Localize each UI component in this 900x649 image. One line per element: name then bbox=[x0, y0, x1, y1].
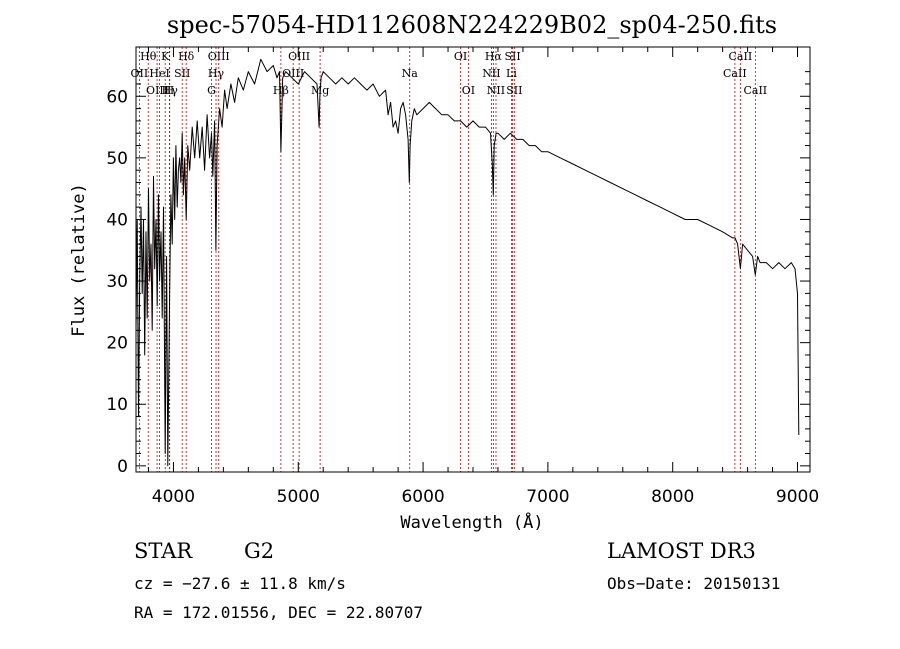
x-axis: 4000 5000 6000 7000 8000 9000 bbox=[147, 47, 819, 507]
spectral-line-label: Hγ bbox=[208, 67, 225, 80]
spectral-line-label: Hδ bbox=[178, 50, 195, 63]
x-tick-label: 8000 bbox=[651, 487, 694, 507]
spectral-line-label: OIII bbox=[146, 84, 168, 97]
spectral-line-label: NII bbox=[487, 84, 505, 97]
y-axis: 0 10 20 30 40 50 60 bbox=[106, 71, 810, 477]
spectral-line-label: OI bbox=[462, 84, 475, 97]
y-tick-label: 20 bbox=[106, 334, 128, 354]
x-tick-label: 7000 bbox=[526, 487, 569, 507]
x-tick-label: 4000 bbox=[152, 487, 195, 507]
spectral-line-label: NII bbox=[482, 67, 500, 80]
spectral-line-markers bbox=[138, 47, 756, 472]
chart-title: spec-57054-HD112608N224229B02_sp04-250.f… bbox=[167, 11, 777, 39]
spectral-line-label: G bbox=[207, 84, 216, 97]
x-tick-label: 9000 bbox=[776, 487, 819, 507]
spectral-line-label: OII bbox=[131, 67, 149, 80]
object-subclass: G2 bbox=[244, 539, 274, 563]
spectral-line-label: Hγ bbox=[162, 84, 179, 97]
spectral-line-label: Hα bbox=[485, 50, 503, 63]
spectral-line-label: SII bbox=[506, 84, 522, 97]
x-axis-label: Wavelength (Å) bbox=[400, 511, 543, 533]
spectral-line-label: H bbox=[165, 84, 175, 97]
y-axis-label: Flux (relative) bbox=[69, 183, 89, 337]
spectral-line-label: Hβ bbox=[273, 84, 289, 97]
x-tick-label: 5000 bbox=[277, 487, 320, 507]
y-tick-label: 60 bbox=[106, 87, 128, 107]
coordinates: RA = 172.01556, DEC = 22.80707 bbox=[134, 603, 423, 622]
y-tick-label: 10 bbox=[106, 395, 128, 415]
spectral-line-label: K bbox=[161, 50, 170, 63]
spectrum-line bbox=[135, 58, 800, 467]
spectral-line-label: Li bbox=[506, 67, 517, 80]
redshift-readout: cz = −27.6 ± 11.8 km/s bbox=[134, 574, 346, 593]
obs-date: Obs−Date: 20150131 bbox=[607, 574, 780, 593]
x-tick-label: 6000 bbox=[401, 487, 444, 507]
spectral-line-label: OIII bbox=[288, 50, 310, 63]
spectral-line-label: CaII bbox=[743, 84, 767, 97]
y-tick-label: 30 bbox=[106, 272, 128, 292]
y-tick-label: 0 bbox=[117, 457, 128, 477]
y-tick-label: 50 bbox=[106, 149, 128, 169]
survey-name: LAMOST DR3 bbox=[607, 539, 756, 563]
spectral-line-label: SII bbox=[174, 67, 190, 80]
spectral-line-label: OI bbox=[454, 50, 467, 63]
spectral-line-label: CaII bbox=[729, 50, 753, 63]
spectral-line-label: Hθ bbox=[140, 50, 157, 63]
spectral-line-label: CaII bbox=[723, 67, 747, 80]
spectral-line-label: SII bbox=[504, 50, 520, 63]
spectral-line-label: OIII bbox=[208, 50, 230, 63]
spectral-line-label: Na bbox=[402, 67, 419, 80]
y-tick-label: 40 bbox=[106, 210, 128, 230]
spectral-line-label: OIII bbox=[282, 67, 304, 80]
plot-frame bbox=[135, 46, 811, 473]
spectral-line-label: HeI bbox=[149, 67, 169, 80]
object-class: STAR bbox=[134, 539, 193, 563]
